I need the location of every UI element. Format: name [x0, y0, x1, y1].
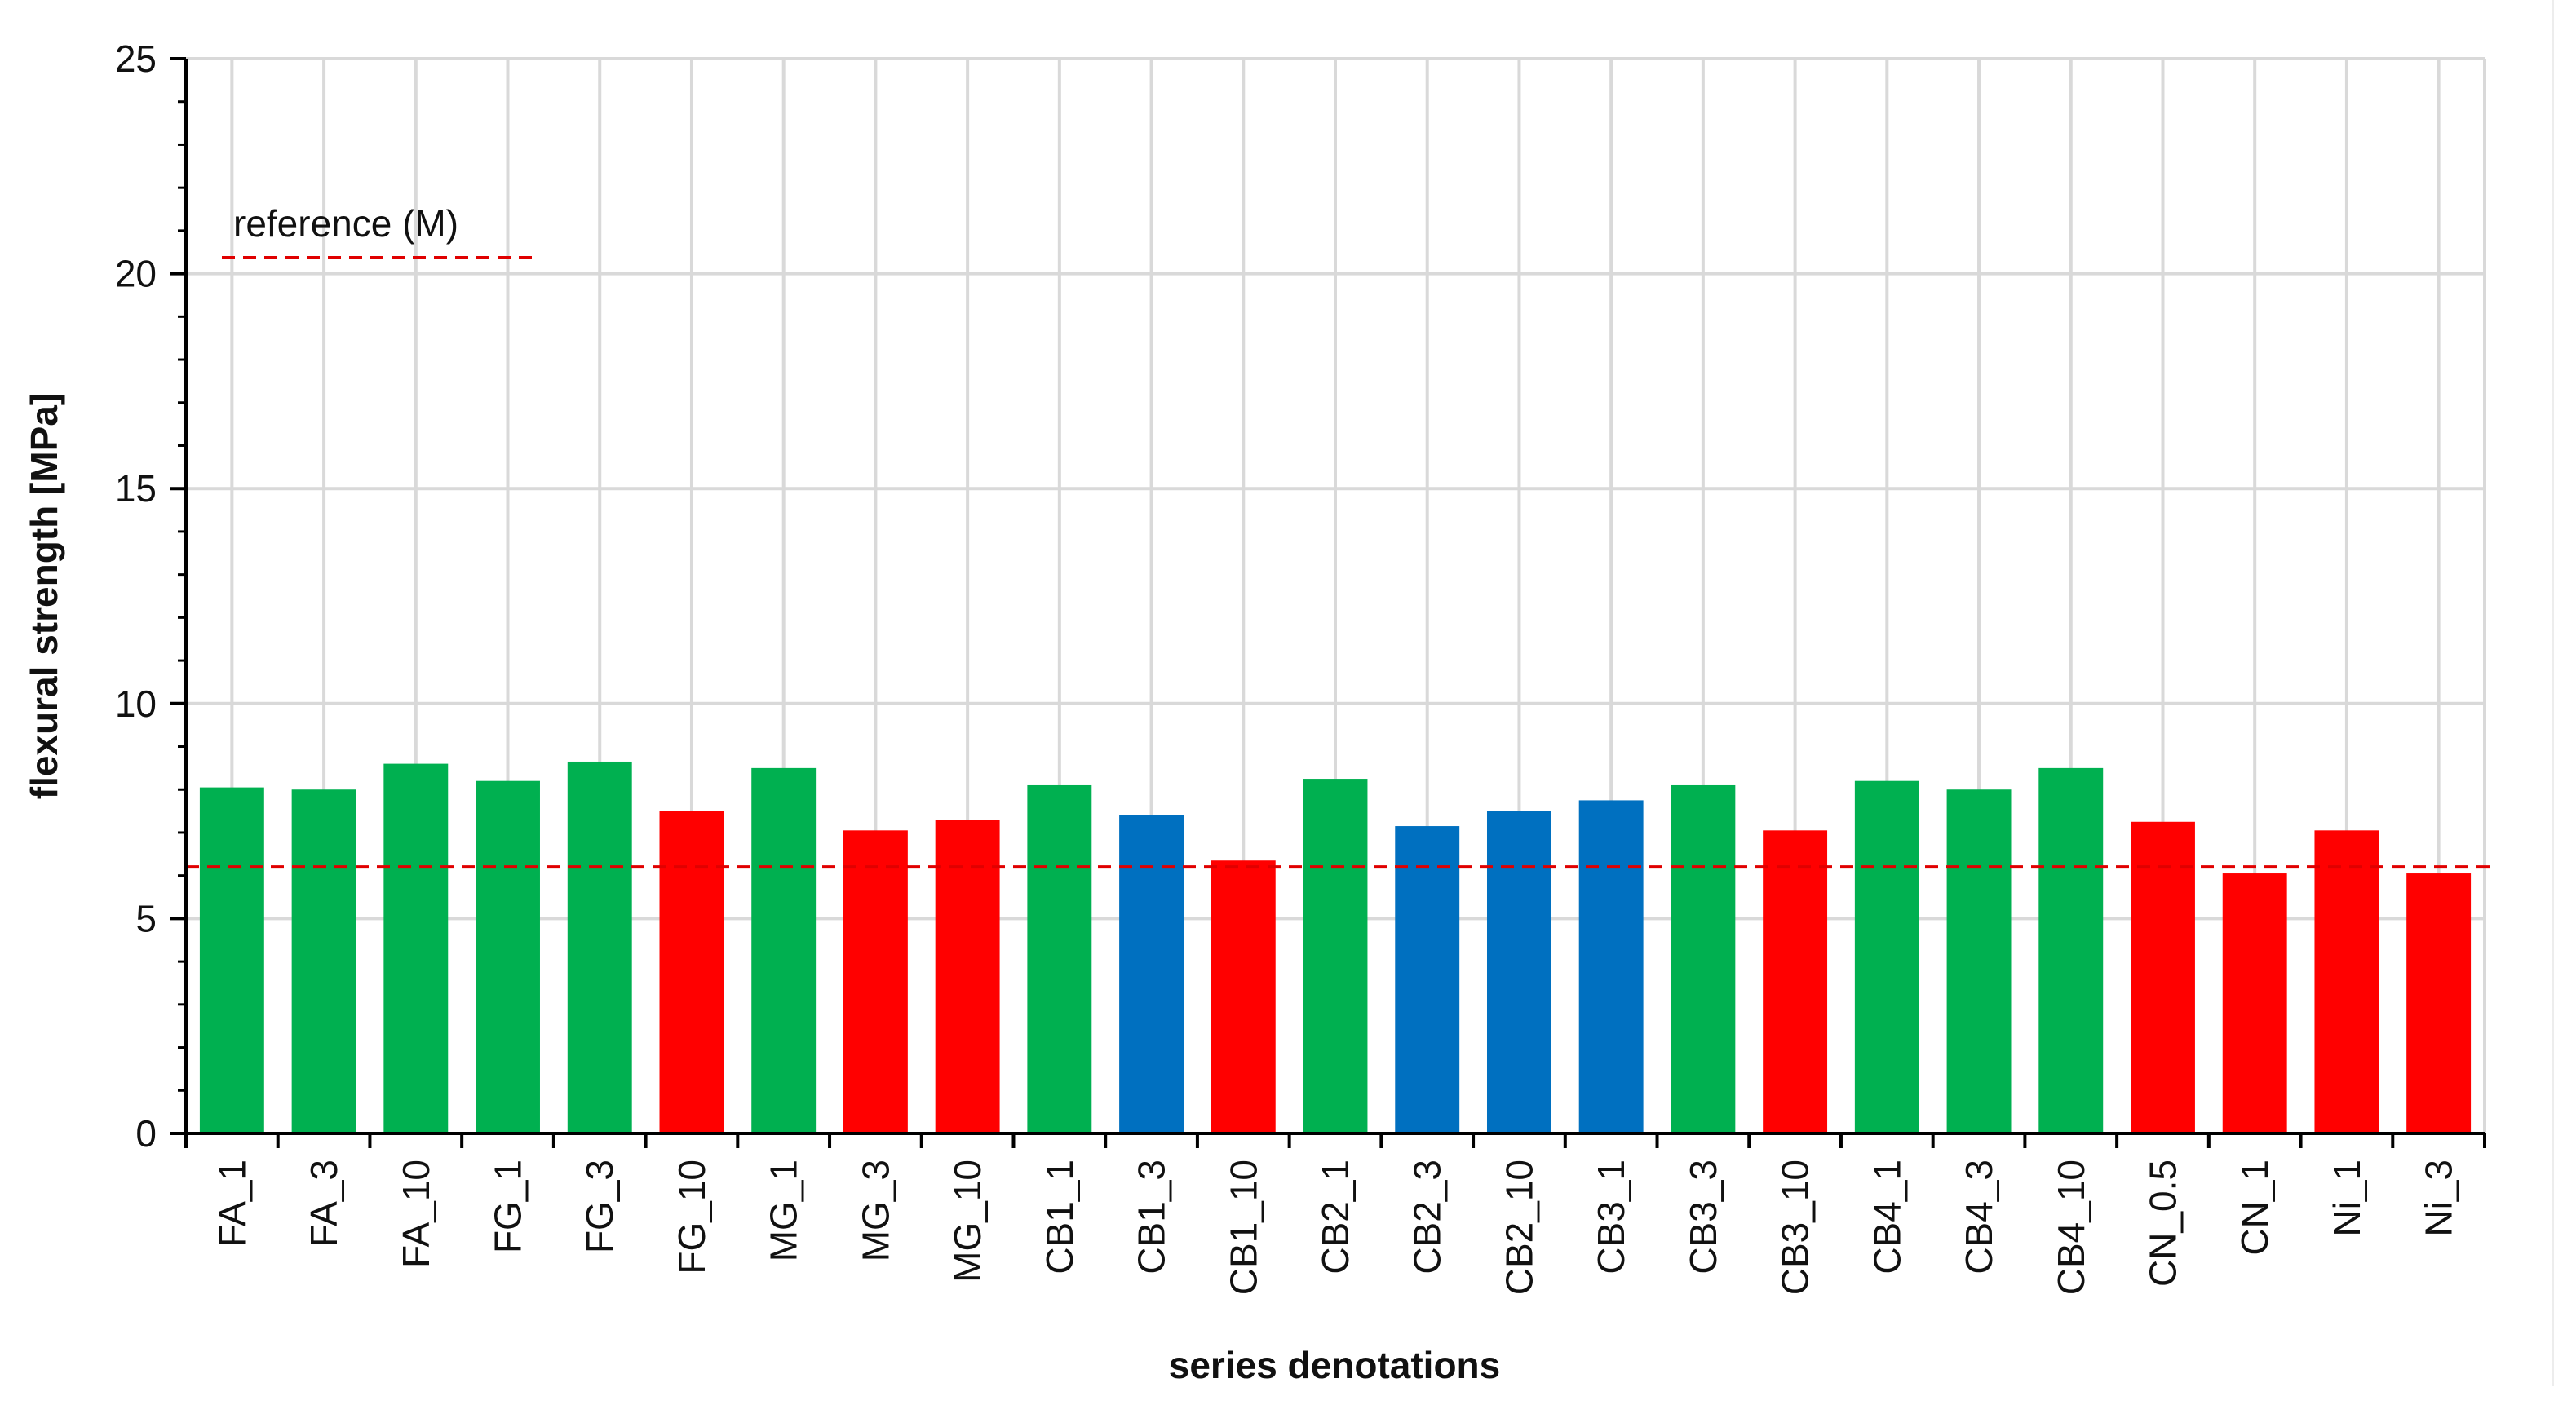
x-tick-label: MG_3 [854, 1160, 896, 1261]
bar-layer [199, 761, 2472, 1133]
y-tick-label: 0 [135, 1112, 157, 1155]
figure-border [2552, 0, 2554, 1386]
x-tick-label: FG_1 [487, 1160, 529, 1253]
x-tick-label: CB2_10 [1498, 1160, 1540, 1295]
x-tick-label: CB3_3 [1682, 1160, 1724, 1275]
bar-FG_1 [476, 780, 540, 1133]
y-tick-labels: 0 5 10 15 20 25 [115, 38, 157, 1155]
x-tick-label: CN_1 [2233, 1160, 2276, 1256]
bar-MG_10 [935, 820, 1000, 1133]
bar-CB4_10 [2038, 767, 2104, 1133]
bar-MG_3 [843, 830, 908, 1133]
bar-FA_3 [291, 789, 356, 1133]
bar-CB4_3 [1946, 789, 2012, 1133]
bar-FG_3 [567, 761, 632, 1133]
bar-CB2_10 [1486, 811, 1551, 1133]
x-tick-label: CB3_1 [1590, 1160, 1632, 1275]
y-tick-label: 25 [115, 38, 157, 80]
x-tick-label: CB1_3 [1131, 1160, 1173, 1275]
bar-CN_1 [2222, 873, 2287, 1133]
bar-FA_10 [383, 763, 449, 1133]
bar-CB2_3 [1395, 826, 1460, 1133]
x-tick-label: FA_1 [210, 1160, 253, 1247]
bar-MG_1 [751, 767, 817, 1133]
y-axis-title: flexural strength [MPa] [23, 393, 65, 799]
bar-CB3_3 [1671, 784, 1736, 1133]
bar-CN_0.5 [2131, 821, 2195, 1133]
legend: reference (M) [222, 202, 538, 259]
x-tick-label: CB3_10 [1774, 1160, 1817, 1295]
y-tick-label: 20 [115, 253, 157, 295]
x-axis-title: series denotations [1169, 1344, 1500, 1386]
x-tick-label: CB4_3 [1958, 1160, 2000, 1275]
bar-CB4_1 [1854, 780, 1919, 1133]
bar-CB1_1 [1027, 784, 1092, 1133]
x-tick-label: CB1_1 [1038, 1160, 1081, 1275]
x-tick-label: MG_10 [946, 1160, 989, 1283]
legend-label: reference (M) [233, 202, 458, 245]
y-tick-label: 10 [115, 683, 157, 725]
bar-CB1_10 [1211, 860, 1276, 1133]
x-tick-label: CB4_10 [2050, 1160, 2092, 1295]
x-tick-label: CB4_1 [1866, 1160, 1908, 1275]
x-category-labels: FA_1 FA_3 FA_10 FG_1 FG_3 FG_10 MG_1 MG_3 MG_10 C… [210, 1160, 2459, 1295]
x-tick-label: FA_10 [395, 1160, 437, 1268]
bar-CB3_1 [1578, 800, 1644, 1133]
bar-FG_10 [659, 811, 724, 1133]
x-tick-label: MG_1 [763, 1160, 805, 1261]
x-tick-label: CB1_10 [1222, 1160, 1264, 1295]
x-tick-label: FA_3 [303, 1160, 345, 1247]
y-tick-label: 5 [135, 897, 157, 939]
x-tick-label: FG_3 [578, 1160, 621, 1253]
bar-Ni_1 [2314, 830, 2379, 1133]
bar-FA_1 [199, 787, 264, 1133]
x-tick-label: Ni_3 [2418, 1160, 2460, 1237]
x-tick-label: Ni_1 [2326, 1160, 2368, 1237]
x-tick-label: CB2_3 [1406, 1160, 1449, 1275]
x-tick-label: CN_0.5 [2141, 1160, 2184, 1287]
axis-layer [170, 57, 2486, 1148]
x-tick-label: CB2_1 [1314, 1160, 1357, 1275]
bar-Ni_3 [2406, 873, 2472, 1133]
bar-CB1_3 [1119, 815, 1184, 1133]
bar-CB2_1 [1303, 779, 1368, 1133]
bar-CB3_10 [1763, 830, 1828, 1133]
y-tick-label: 15 [115, 467, 157, 510]
x-tick-label: FG_10 [671, 1160, 713, 1275]
